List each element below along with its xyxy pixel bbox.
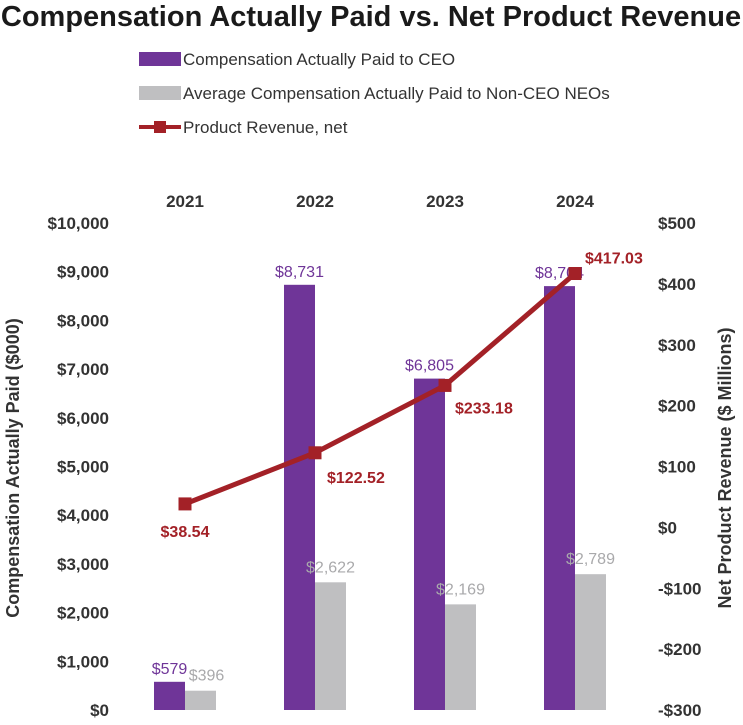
y-left-tick-label: $8,000 [57,311,109,330]
y-right-tick-label: $0 [658,518,677,537]
category-label: 2024 [556,192,594,211]
y-left-tick-label: $9,000 [57,263,109,282]
bar-neo [445,604,476,710]
legend: Compensation Actually Paid to CEO Averag… [139,50,610,137]
bars [154,284,606,710]
legend-item-ceo: Compensation Actually Paid to CEO [139,50,455,69]
y-right-tick-label: -$200 [658,640,701,659]
data-label-ceo: $6,805 [405,358,454,375]
chart-title: Compensation Actually Paid vs. Net Produ… [1,1,741,33]
bar-neo [575,574,606,710]
legend-marker-revenue [154,121,166,133]
y-left-tick-label: $6,000 [57,409,109,428]
legend-label-neo: Average Compensation Actually Paid to No… [183,84,610,103]
y-right-ticks: -$300 -$200 -$100 $0 $100 $200 $300 $400 $500 [658,214,701,720]
revenue-marker [568,267,582,281]
legend-swatch-ceo [139,52,181,66]
data-label-neo: $2,622 [306,559,355,576]
data-label-neo: $2,789 [566,551,615,568]
y-right-axis-title: Net Product Revenue ($ Millions) [715,327,735,608]
revenue-series-line [184,271,577,507]
legend-label-ceo: Compensation Actually Paid to CEO [183,50,455,69]
data-label-revenue: $233.18 [455,400,513,417]
bar-ceo [414,378,445,710]
y-left-tick-label: $4,000 [57,506,109,525]
data-label-ceo: $579 [152,661,188,678]
revenue-line [178,267,582,511]
y-left-axis-title: Compensation Actually Paid ($000) [3,318,23,617]
y-right-tick-label: $400 [658,275,696,294]
y-right-tick-label: -$100 [658,579,701,598]
revenue-marker [178,497,192,511]
data-label-revenue: $417.03 [585,251,643,268]
data-label-revenue: $38.54 [161,524,210,541]
y-left-tick-label: $2,000 [57,604,109,623]
bar-ceo [284,284,315,710]
category-labels: 2021 2022 2023 2024 [166,192,594,211]
y-left-tick-label: $0 [90,701,109,720]
category-label: 2021 [166,192,204,211]
bar-ceo [154,681,185,710]
y-left-tick-label: $5,000 [57,458,109,477]
legend-label-revenue: Product Revenue, net [183,118,348,137]
bar-ceo [544,286,575,710]
legend-item-neo: Average Compensation Actually Paid to No… [139,84,610,103]
bar-neo [315,582,346,710]
category-label: 2023 [426,192,464,211]
y-right-tick-label: -$300 [658,701,701,720]
y-right-tick-label: $500 [658,214,696,233]
y-left-ticks: $0 $1,000 $2,000 $3,000 $4,000 $5,000 $6,000 $7… [48,214,109,720]
data-label-neo: $396 [189,668,225,685]
y-right-tick-label: $200 [658,397,696,416]
y-left-tick-label: $7,000 [57,360,109,379]
data-label-ceo: $8,731 [275,264,324,281]
data-label-neo: $2,169 [436,581,485,598]
y-left-tick-label: $10,000 [48,214,109,233]
revenue-marker [438,378,452,392]
legend-swatch-neo [139,86,181,100]
revenue-marker [308,446,322,460]
revenue-data-labels: $38.54 $122.52 $233.18 $417.03 [161,251,643,541]
y-left-tick-label: $3,000 [57,555,109,574]
y-right-tick-label: $100 [658,458,696,477]
category-label: 2022 [296,192,334,211]
y-left-tick-label: $1,000 [57,652,109,671]
bar-neo [185,690,216,710]
legend-item-revenue: Product Revenue, net [139,118,348,137]
data-label-revenue: $122.52 [327,470,385,487]
y-right-tick-label: $300 [658,336,696,355]
